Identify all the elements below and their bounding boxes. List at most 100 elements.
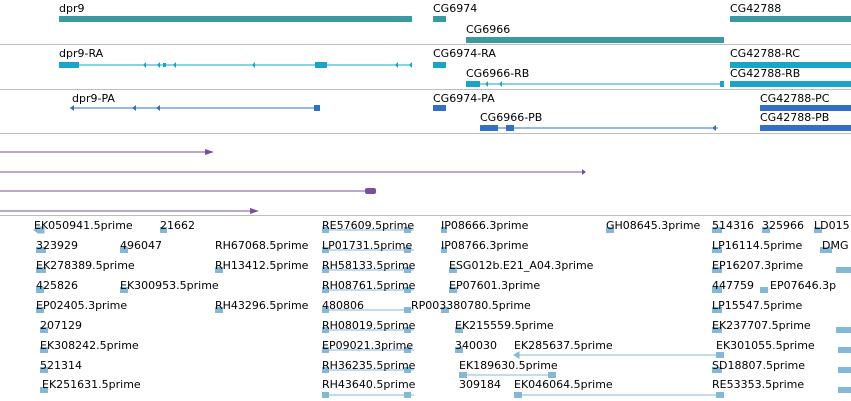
est-label: EK050941.5prime [34,219,133,232]
est-label: RH67068.5prime [215,239,309,252]
alignment-row[interactable] [0,188,376,194]
est-glyph[interactable] [838,367,851,373]
est-glyph[interactable] [36,247,46,253]
est-track [33,226,851,398]
est-glyph[interactable] [712,247,722,253]
alignment-track [0,149,586,214]
gene-dpr9-bar[interactable] [59,16,412,22]
est-glyph[interactable] [820,247,832,253]
est-label: ESG012b.E21_A04.3prime [449,259,594,272]
transcript-label-cg6974-ra: CG6974-RA [433,47,496,60]
est-label: 521314 [40,359,82,372]
est-glyph[interactable] [606,227,614,233]
est-glyph[interactable] [455,347,463,353]
est-glyph[interactable] [712,227,722,233]
est-glyph[interactable] [836,327,851,333]
est-label: 309184 [459,378,501,391]
est-glyph[interactable] [322,267,414,273]
transcript-cg42788-rc-glyph[interactable] [730,62,851,68]
transcript-label-dpr9-ra: dpr9-RA [59,47,104,60]
est-label: EK215559.5prime [455,319,554,332]
est-glyph[interactable] [455,327,463,333]
est-glyph[interactable] [322,347,414,353]
protein-label-cg42788-pc: CG42788-PC [760,92,830,105]
est-glyph[interactable] [40,387,48,393]
est-label: 21662 [160,219,195,232]
est-label: LP01731.5prime [322,239,413,252]
est-label: EK300953.5prime [120,279,219,292]
track-separator [0,133,851,134]
est-label: EK278389.5prime [36,259,135,272]
est-glyph[interactable] [120,247,128,253]
gene-cg42788-bar[interactable] [730,16,851,22]
est-glyph[interactable] [322,307,414,313]
alignment-row[interactable] [0,169,586,175]
est-glyph[interactable] [514,392,724,398]
est-label: EP07646.3p [770,279,837,292]
est-glyph[interactable] [838,347,851,353]
est-glyph[interactable] [836,267,851,273]
est-glyph[interactable] [215,267,223,273]
est-glyph[interactable] [762,227,770,233]
est-glyph[interactable] [40,327,48,333]
est-glyph[interactable] [449,287,457,293]
est-glyph[interactable] [760,287,768,293]
transcript-track [59,62,851,87]
est-glyph[interactable] [712,327,722,333]
est-label: EK237707.5prime [712,319,811,332]
est-label: RH43640.5prime [322,378,416,391]
est-glyph[interactable] [441,307,449,313]
est-glyph[interactable] [322,287,414,293]
est-glyph[interactable] [459,372,556,378]
gene-label-cg6974: CG6974 [433,2,478,15]
est-glyph[interactable] [160,227,167,233]
protein-track [70,105,851,131]
gene-cg6974-bar[interactable] [433,16,446,22]
est-glyph[interactable] [322,227,414,233]
est-glyph[interactable] [33,226,45,234]
transcript-cg6966-rb-glyph[interactable] [466,81,724,87]
est-label: RP003380780.5prime [411,299,531,312]
est-glyph[interactable] [36,267,46,273]
est-glyph[interactable] [322,367,414,373]
est-label: EK308242.5prime [40,339,139,352]
est-glyph[interactable] [120,287,128,293]
est-glyph[interactable] [322,247,414,253]
est-glyph[interactable] [215,307,223,313]
est-glyph[interactable] [712,287,722,293]
est-glyph[interactable] [40,347,48,353]
gene-cg6966-bar[interactable] [466,37,724,43]
est-glyph[interactable] [712,307,722,313]
est-glyph[interactable] [814,227,822,233]
est-glyph[interactable] [36,287,44,293]
est-label: 480806 [322,299,364,312]
est-label: RH43296.5prime [215,299,309,312]
transcript-cg42788-rb-glyph[interactable] [730,81,851,87]
est-label: RH13412.5prime [215,259,309,272]
alignment-row[interactable] [0,149,214,155]
est-glyph[interactable] [441,247,447,253]
transcript-dpr9-ra-glyph[interactable] [59,62,412,68]
transcript-cg6974-ra-glyph[interactable] [433,62,446,68]
est-label: EK285637.5prime [514,339,613,352]
est-label: 514316 [712,219,754,232]
est-glyph[interactable] [838,387,851,393]
est-glyph[interactable] [712,367,722,373]
protein-cg6966-pb-glyph[interactable] [480,125,718,131]
est-label: IP08666.3prime [441,219,529,232]
est-glyph[interactable] [36,307,44,313]
est-label: EK046064.5prime [514,378,613,391]
est-glyph[interactable] [322,392,414,398]
est-glyph[interactable] [322,327,414,333]
est-glyph[interactable] [513,351,724,359]
est-glyph[interactable] [712,267,722,273]
protein-cg42788-pc-glyph[interactable] [760,105,851,111]
est-glyph[interactable] [40,367,48,373]
est-glyph[interactable] [449,267,457,273]
alignment-row[interactable] [0,208,259,214]
protein-dpr9-pa-glyph[interactable] [70,105,320,111]
protein-cg42788-pb-glyph[interactable] [760,125,851,131]
est-label: EK251631.5prime [42,378,141,391]
est-glyph[interactable] [441,227,447,233]
protein-cg6974-pa-glyph[interactable] [433,105,446,111]
